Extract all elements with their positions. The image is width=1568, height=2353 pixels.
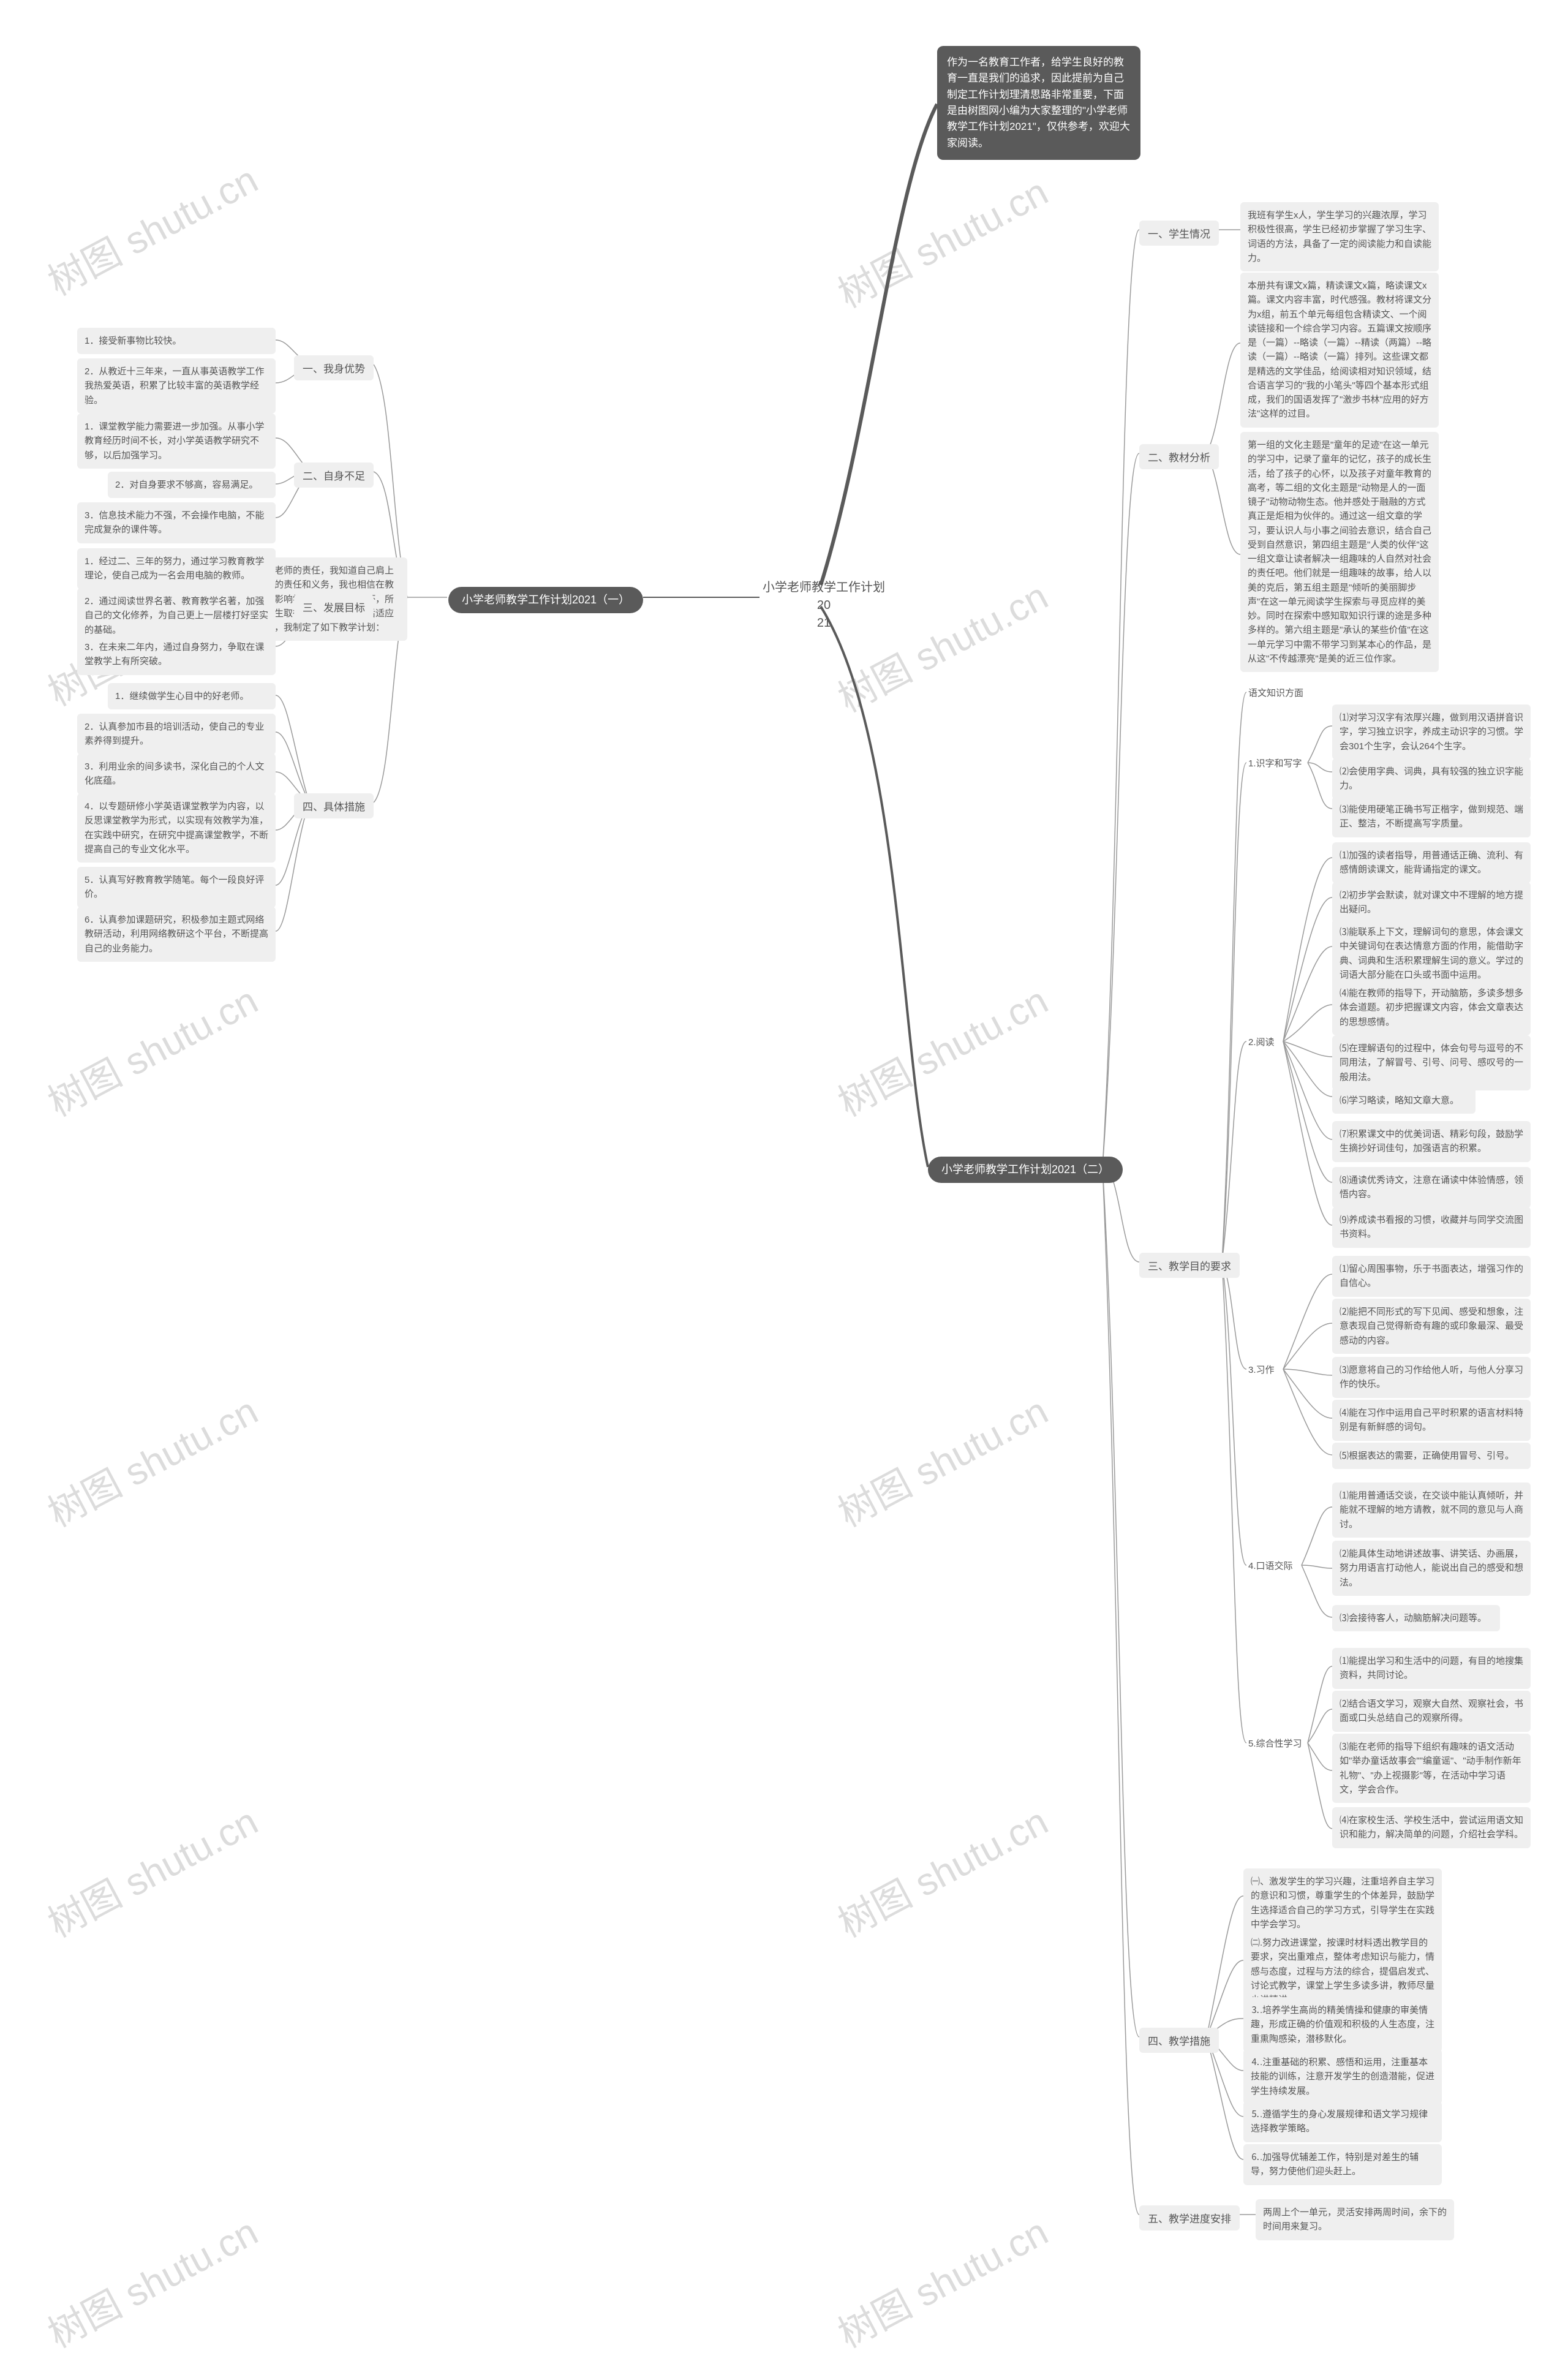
leaf: ⑼养成读书看报的习惯，收藏并与同学交流图书资料。: [1332, 1207, 1531, 1248]
leaf: ⑶能在老师的指导下组织有趣味的语文活动如"举办童话故事会""编童谣"、"动手制作…: [1332, 1734, 1531, 1803]
leaf: ⑸根据表达的需要，正确使用冒号、引号。: [1332, 1443, 1531, 1469]
left-cat-2[interactable]: 二、自身不足: [294, 463, 374, 488]
sub-head-2[interactable]: 2.阅读: [1248, 1035, 1275, 1048]
watermark: 树图 shutu.cn: [37, 2202, 266, 2353]
watermark: 树图 shutu.cn: [827, 162, 1056, 319]
left-cat-4[interactable]: 四、具体措施: [294, 793, 374, 818]
watermark: 树图 shutu.cn: [827, 1381, 1056, 1538]
right-sec-2[interactable]: 二、教材分析: [1139, 444, 1219, 469]
sub-head-4[interactable]: 4.口语交际: [1248, 1559, 1293, 1572]
leaf: ⑷能在教师的指导下，开动脑筋，多读多想多体会道题。初步把握课文内容，体会文章表达…: [1332, 980, 1531, 1035]
leaf: 第一组的文化主题是"童年的足迹"在这一单元的学习中，记录了童年的记忆，孩子的成长…: [1240, 432, 1439, 672]
watermark: 树图 shutu.cn: [37, 970, 266, 1127]
leaf: ⒋.注重基础的积累、感悟和运用，注重基本技能的训练，注意开发学生的创造潜能，促进…: [1243, 2049, 1442, 2104]
leaf: ⑶会接待客人，动脑筋解决问题等。: [1332, 1605, 1500, 1631]
hub-title: 小学老师教学工作计划20 21: [756, 579, 891, 632]
leaf: 3．利用业余的间多读书，深化自己的个人文化底蕴。: [77, 753, 276, 795]
leaf: ⑶愿意将自己的习作给他人听，与他人分享习作的快乐。: [1332, 1357, 1531, 1398]
sub-head-3[interactable]: 3.习作: [1248, 1363, 1275, 1376]
left-branch-label[interactable]: 小学老师教学工作计划2021（一）: [448, 587, 643, 613]
watermark: 树图 shutu.cn: [827, 1791, 1056, 1948]
leaf: ⑴加强的读者指导，用普通话正确、流利、有感情朗读课文，能背诵指定的课文。: [1332, 842, 1531, 883]
leaf: ⑵结合语文学习，观察大自然、观察社会，书面或口头总结自己的观察所得。: [1332, 1691, 1531, 1732]
leaf: ⑹学习略读，略知文章大意。: [1332, 1087, 1476, 1114]
leaf: ⒊.培养学生高尚的精美情操和健康的审美情趣，形成正确的价值观和积极的人生态度，注…: [1243, 1997, 1442, 2052]
leaf: ⑶能联系上下文，理解词句的意思，体会课文中关键词句在表达情意方面的作用，能借助字…: [1332, 919, 1531, 988]
leaf: ⑶能使用硬笔正确书写正楷字，做到规范、端正、整洁，不断提高写字质量。: [1332, 796, 1531, 837]
watermark: 树图 shutu.cn: [37, 149, 266, 306]
leaf: ⒍.加强导优辅差工作，特别是对差生的辅导，努力使他们迎头赶上。: [1243, 2144, 1442, 2185]
leaf: 两周上个一单元，灵活安排两周时间，余下的时间用来复习。: [1256, 2199, 1454, 2240]
leaf: 1．课堂教学能力需要进一步加强。从事小学教育经历时间不长，对小学英语教学研究不够…: [77, 414, 276, 469]
leaf: 3．信息技术能力不强，不会操作电脑，不能完成复杂的课件等。: [77, 502, 276, 543]
sub-head-5[interactable]: 5.综合性学习: [1248, 1737, 1302, 1750]
leaf: 我班有学生x人，学生学习的兴趣浓厚，学习积极性很高，学生已经初步掌握了学习生字、…: [1240, 202, 1439, 271]
right-sec-3[interactable]: 三、教学目的要求: [1139, 1253, 1240, 1278]
right-sec-4[interactable]: 四、教学措施: [1139, 2028, 1219, 2053]
leaf: ⑻通读优秀诗文，注意在诵读中体验情感，领悟内容。: [1332, 1167, 1531, 1208]
right-sec-5[interactable]: 五、教学进度安排: [1139, 2205, 1240, 2230]
leaf: ㈠、激发学生的学习兴趣，注重培养自主学习的意识和习惯，尊重学生的个体差异，鼓励学…: [1243, 1868, 1442, 1938]
leaf: ⑴对学习汉字有浓厚兴趣，做到用汉语拼音识字，学习独立识字，养成主动识字的习惯。学…: [1332, 704, 1531, 760]
leaf: 3．在未来二年内，通过自身努力，争取在课堂教学上有所突破。: [77, 634, 276, 675]
leaf: ⒌.遵循学生的身心发展规律和语文学习规律选择教学策略。: [1243, 2101, 1442, 2142]
leaf: ⑴能提出学习和生活中的问题，有目的地搜集资料，共同讨论。: [1332, 1648, 1531, 1689]
leaf: ⑵初步学会默读，就对课文中不理解的地方提出疑问。: [1332, 882, 1531, 923]
leaf: 6．认真参加课题研究，积极参加主题式网络教研活动，利用网络教研这个平台，不断提高…: [77, 907, 276, 962]
leaf: ⑷在家校生活、学校生活中，尝试运用语文知识和能力，解决简单的问题，介绍社会学科。: [1332, 1807, 1531, 1848]
right-sec-1[interactable]: 一、学生情况: [1139, 221, 1219, 246]
watermark: 树图 shutu.cn: [37, 1381, 266, 1538]
sub-head-1[interactable]: 1.识字和写字: [1248, 757, 1302, 769]
leaf: 本册共有课文x篇，精读课文x篇，略读课文x篇。课文内容丰富，时代感强。教材将课文…: [1240, 273, 1439, 428]
leaf: 1．经过二、三年的努力，通过学习教育教学理论，使自己成为一名会用电脑的教师。: [77, 548, 276, 589]
leaf: ⑷能在习作中运用自己平时积累的语言材料特别是有新鲜感的词句。: [1332, 1400, 1531, 1441]
leaf: 5．认真写好教育教学随笔。每个一段良好评价。: [77, 867, 276, 908]
leaf: ⑵能具体生动地讲述故事、讲笑话、办画展，努力用语言打动他人，能说出自己的感受和想…: [1332, 1541, 1531, 1596]
left-cat-1[interactable]: 一、我身优势: [294, 355, 374, 380]
leaf: ⑴能用普通话交谈，在交谈中能认真倾听，并能就不理解的地方请教，就不同的意见与人商…: [1332, 1482, 1531, 1538]
watermark: 树图 shutu.cn: [37, 1791, 266, 1948]
right-branch-label[interactable]: 小学老师教学工作计划2021（二）: [928, 1157, 1123, 1183]
leaf: ⑴留心周围事物，乐于书面表达，增强习作的自信心。: [1332, 1256, 1531, 1297]
leaf: 2．认真参加市县的培训活动，使自己的专业素养得到提升。: [77, 714, 276, 755]
left-cat-3[interactable]: 三、发展目标: [294, 594, 374, 619]
leaf: ⑺积累课文中的优美词语、精彩句段，鼓励学生摘抄好词佳句，加强语言的积累。: [1332, 1121, 1531, 1162]
mindmap-stage: 树图 shutu.cn 树图 shutu.cn 树图 shutu.cn 树图 s…: [0, 0, 1568, 2353]
leaf: 2．对自身要求不够高，容易满足。: [108, 472, 276, 498]
leaf: ⑵能把不同形式的写下见闻、感受和想象，注意表现自己觉得新奇有趣的或印象最深、最受…: [1332, 1299, 1531, 1354]
sub-head-0: 语文知识方面: [1248, 686, 1303, 699]
watermark: 树图 shutu.cn: [827, 970, 1056, 1127]
leaf: ⑵会使用字典、词典，具有较强的独立识字能力。: [1332, 758, 1531, 799]
leaf: ⑸在理解语句的过程中，体会句号与逗号的不同用法，了解冒号、引号、问号、感叹号的一…: [1332, 1035, 1531, 1090]
watermark: 树图 shutu.cn: [827, 2202, 1056, 2353]
leaf: 1．继续做学生心目中的好老师。: [108, 683, 276, 709]
leaf: 1．接受新事物比较快。: [77, 328, 276, 354]
leaf: 2．从教近十三年来，一直从事英语教学工作我热爱英语，积累了比较丰富的英语教学经验…: [77, 358, 276, 414]
leaf: 4．以专题研修小学英语课堂教学为内容，以反思课堂教学为形式，以实现有效教学为准，…: [77, 793, 276, 863]
intro-box: 作为一名教育工作者，给学生良好的教育一直是我们的追求，因此提前为自己制定工作计划…: [937, 46, 1140, 160]
